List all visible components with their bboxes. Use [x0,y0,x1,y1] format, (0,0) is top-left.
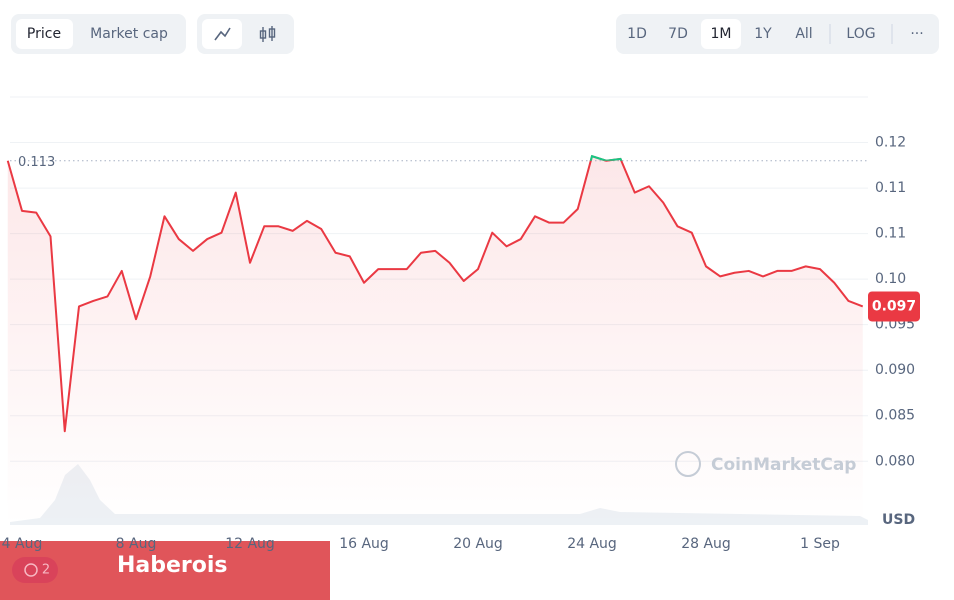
badge-count: 2 [42,563,50,578]
x-tick-label: 8 Aug [116,536,157,552]
x-tick-label: 16 Aug [339,536,389,552]
range-button[interactable]: 1Y [754,26,772,42]
range-button[interactable]: 1M [711,26,732,42]
x-tick-label: 20 Aug [453,536,503,552]
badge[interactable] [12,557,58,583]
log-button[interactable]: LOG [846,26,875,42]
plot: 0.113 [6,154,868,525]
range-switch [616,14,939,54]
y-tick-label: 0.12 [875,135,906,151]
y-tick-label: 0.090 [875,362,915,378]
line-icon [214,27,231,41]
x-tick-label: 28 Aug [681,536,731,552]
reference-label: 0.113 [18,155,55,170]
active-tab [16,19,73,49]
tab-price[interactable]: Price [27,26,61,42]
x-tick-label: 1 Sep [800,536,840,552]
badge-icon [24,563,38,577]
price-area [7,156,863,525]
tab-market-cap[interactable]: Market cap [90,26,168,42]
watermark: CoinMarketCap [711,455,856,475]
x-tick-label: 12 Aug [225,536,275,552]
x-tick-label: 4 Aug [2,536,43,552]
y-tick-label: 0.10 [875,271,906,287]
range-button[interactable]: All [795,26,812,42]
active-range [701,19,741,49]
y-tick-label: 0.11 [875,180,906,196]
y-tick-label: 0.11 [875,226,906,242]
range-button[interactable]: 7D [668,26,688,42]
banner-text: Haberois [117,553,228,578]
watermark-logo [675,451,701,477]
price-line [6,155,864,433]
current-price-tag [868,291,920,322]
current-price-label: 0.097 [872,298,916,314]
y-tick-label: 0.085 [875,408,915,424]
more-button[interactable]: ··· [910,26,923,42]
x-tick-label: 24 Aug [567,536,617,552]
y-unit: USD [882,512,915,528]
y-tick-label: 0.080 [875,453,915,469]
candle-style-button[interactable] [259,26,276,42]
range-button[interactable]: 1D [627,26,647,42]
